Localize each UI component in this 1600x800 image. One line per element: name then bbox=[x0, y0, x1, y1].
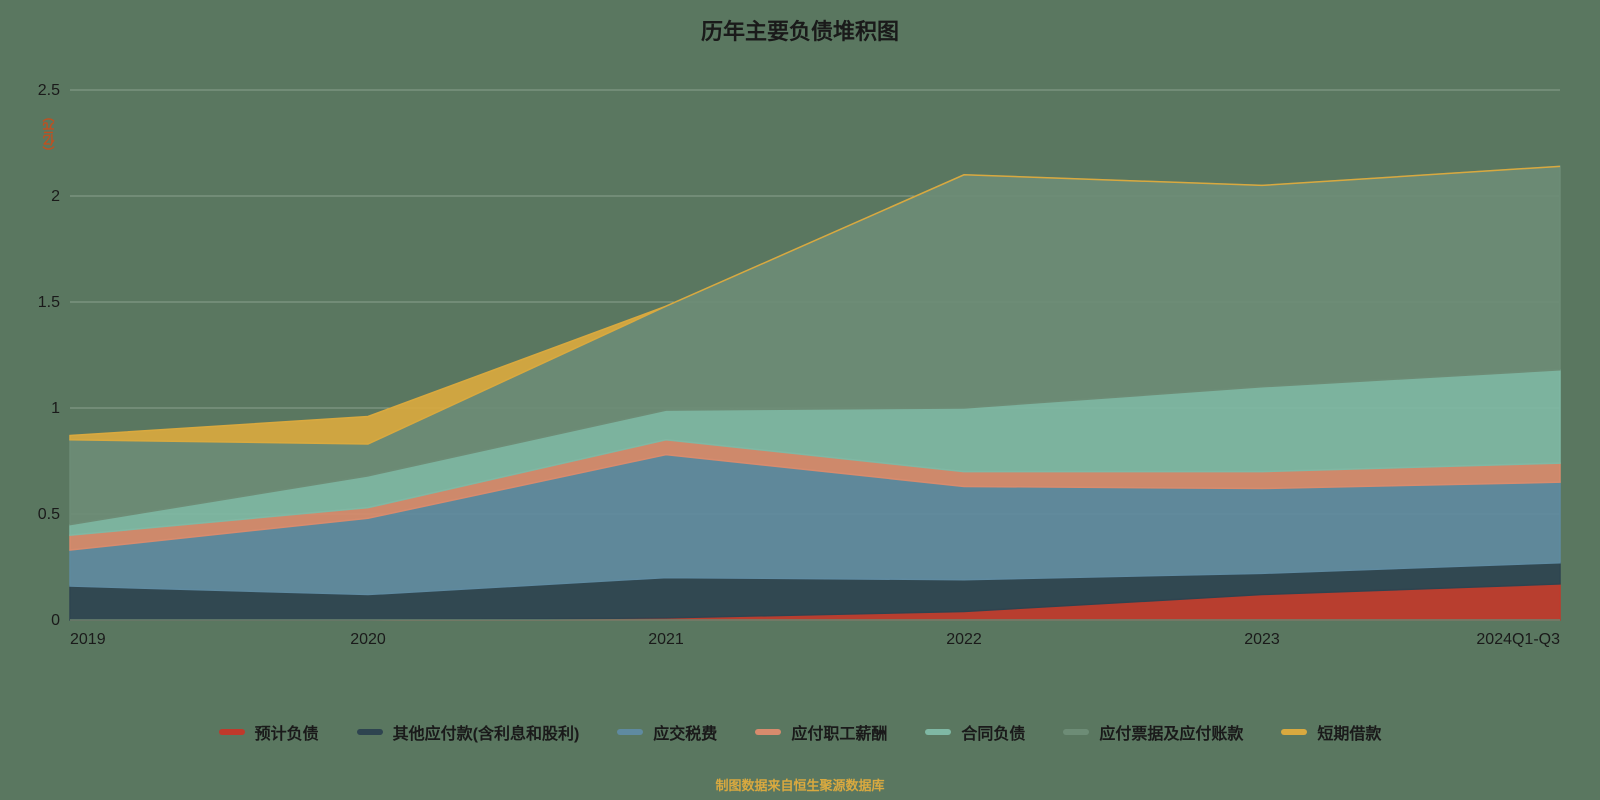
svg-text:2.5: 2.5 bbox=[38, 82, 60, 99]
svg-text:1: 1 bbox=[51, 400, 60, 417]
stacked-area-plot: 0 0.5 1 1.5 2 2.5 2019 2020 2021 2022 2023 2024Q1-Q… bbox=[20, 80, 1570, 690]
x-tick-label: 2024Q1-Q3 bbox=[1476, 631, 1560, 648]
legend-label: 应交税费 bbox=[653, 720, 717, 744]
x-tick-label: 2019 bbox=[70, 631, 106, 648]
chart-container: 历年主要负债堆积图 （亿元） 00.511.522.52019202020212… bbox=[0, 0, 1600, 800]
legend-item: 其他应付款(含利息和股利) bbox=[357, 720, 580, 744]
footer-note: 制图数据来自恒生聚源数据库 bbox=[0, 775, 1600, 794]
svg-text:2: 2 bbox=[51, 188, 60, 205]
legend-item: 应付票据及应付账款 bbox=[1063, 720, 1243, 744]
legend-swatch bbox=[1281, 729, 1307, 735]
legend-item: 应付职工薪酬 bbox=[755, 720, 887, 744]
legend-swatch bbox=[755, 729, 781, 735]
legend-swatch bbox=[617, 729, 643, 735]
legend-label: 应付票据及应付账款 bbox=[1099, 720, 1243, 744]
legend-swatch bbox=[925, 729, 951, 735]
chart-title: 历年主要负债堆积图 bbox=[0, 14, 1600, 46]
legend-item: 短期借款 bbox=[1281, 720, 1381, 744]
x-tick-label: 2023 bbox=[1244, 631, 1280, 648]
legend-swatch bbox=[357, 729, 383, 735]
svg-text:0.5: 0.5 bbox=[38, 506, 60, 523]
legend-label: 预计负债 bbox=[255, 720, 319, 744]
legend-label: 短期借款 bbox=[1317, 720, 1381, 744]
legend-item: 预计负债 bbox=[219, 720, 319, 744]
legend-item: 合同负债 bbox=[925, 720, 1025, 744]
svg-text:0: 0 bbox=[51, 612, 60, 629]
x-tick-label: 2021 bbox=[648, 631, 684, 648]
legend-label: 其他应付款(含利息和股利) bbox=[393, 720, 580, 744]
legend-label: 应付职工薪酬 bbox=[791, 720, 887, 744]
legend-label: 合同负债 bbox=[961, 720, 1025, 744]
svg-text:1.5: 1.5 bbox=[38, 294, 60, 311]
legend-item: 应交税费 bbox=[617, 720, 717, 744]
legend-swatch bbox=[219, 729, 245, 735]
legend-swatch bbox=[1063, 729, 1089, 735]
x-tick-label: 2020 bbox=[350, 631, 386, 648]
legend: 预计负债 其他应付款(含利息和股利) 应交税费 应付职工薪酬 合同负债 应付票据及应付账款… bbox=[0, 720, 1600, 744]
x-tick-label: 2022 bbox=[946, 631, 982, 648]
